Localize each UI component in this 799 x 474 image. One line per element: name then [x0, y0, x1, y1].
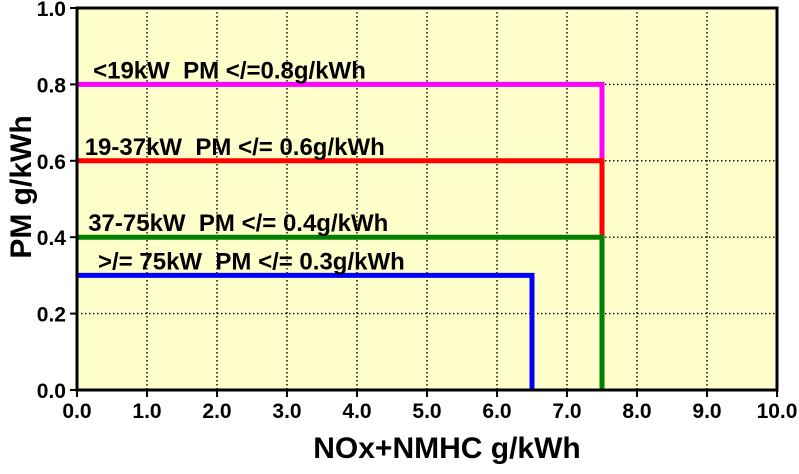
x-tick-label: 10.0	[757, 400, 798, 423]
series-label-lt-19kW: <19kW PM </=0.8g/kWh	[93, 57, 366, 84]
x-tick-label: 2.0	[202, 400, 231, 423]
x-tick-label: 1.0	[132, 400, 161, 423]
x-tick-label: 7.0	[552, 400, 581, 423]
series-label-19-37kW: 19-37kW PM </= 0.6g/kWh	[85, 134, 385, 161]
x-tick-label: 9.0	[692, 400, 721, 423]
x-tick-label: 5.0	[412, 400, 441, 423]
plot-area	[77, 8, 777, 390]
y-axis-title: PM g/kWh	[5, 115, 38, 259]
series-label-37-75kW: 37-75kW PM </= 0.4g/kWh	[88, 210, 388, 237]
x-tick-label: 8.0	[622, 400, 651, 423]
series-label-ge-75kW: >/= 75kW PM </= 0.3g/kWh	[98, 248, 405, 275]
series-line-37-75kW	[77, 234, 605, 390]
x-axis-title: NOx+NMHC g/kWh	[313, 432, 581, 465]
y-tick-label: 0.8	[37, 74, 67, 97]
series-line-ge-75kW	[77, 272, 535, 390]
y-tick-label: 0.2	[37, 304, 66, 327]
y-tick-label: 1.0	[37, 0, 66, 21]
x-tick-label: 3.0	[272, 400, 301, 423]
x-tick-label: 0.0	[62, 400, 91, 423]
x-tick-label: 4.0	[342, 400, 371, 423]
y-tick-label: 0.0	[37, 380, 66, 403]
x-tick-label: 6.0	[482, 400, 511, 423]
y-tick-label: 0.4	[37, 227, 67, 250]
y-tick-label: 0.6	[37, 151, 66, 174]
